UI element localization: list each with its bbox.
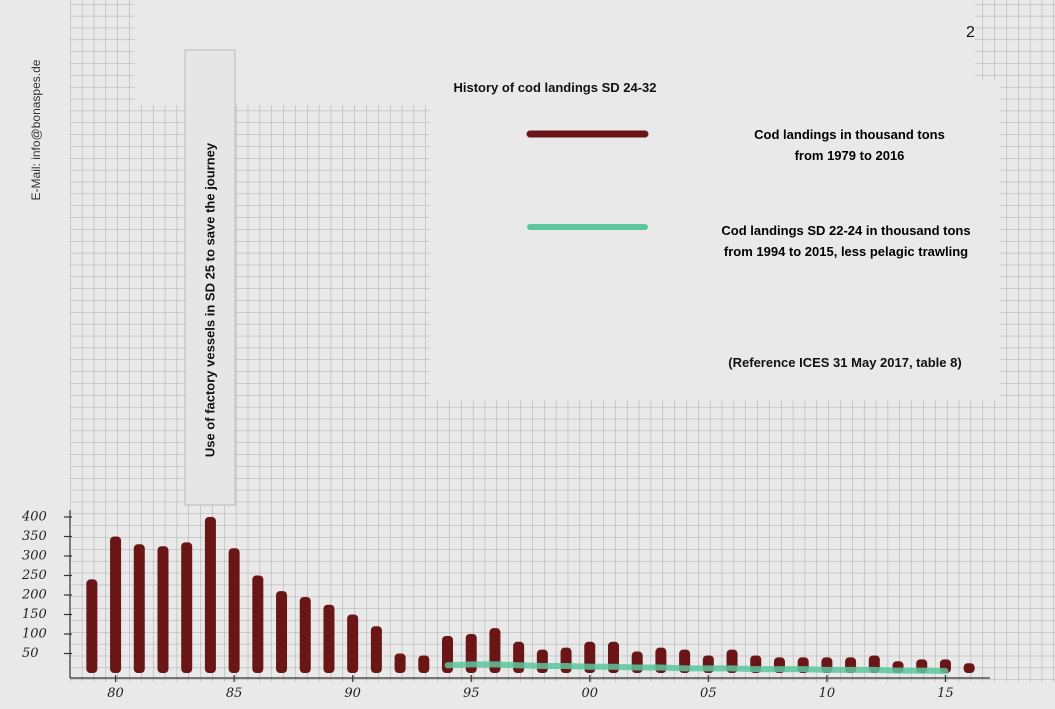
legend-entry: Cod landings SD 22-24 in thousand tons f… <box>712 220 980 262</box>
y-tick-label: 350 <box>22 529 47 544</box>
bar <box>418 655 429 673</box>
bar <box>395 654 406 674</box>
bar <box>252 576 263 674</box>
y-tick-label: 100 <box>22 627 47 642</box>
y-tick-label: 200 <box>21 588 47 603</box>
bar <box>157 546 168 673</box>
bar <box>86 579 97 673</box>
bar <box>964 663 975 673</box>
bar <box>537 650 548 673</box>
bar <box>110 537 121 674</box>
page-number: 2 <box>966 24 975 42</box>
x-tick-label: 10 <box>819 686 836 701</box>
bar <box>300 597 311 673</box>
bar <box>205 517 216 673</box>
y-tick-label: 300 <box>22 549 47 564</box>
y-tick-label: 400 <box>21 510 47 525</box>
y-tick-label: 150 <box>22 607 47 622</box>
annotation: (Reference ICES 31 May 2017, table 8) <box>700 355 990 370</box>
x-tick-label: 80 <box>107 686 124 701</box>
x-tick-label: 95 <box>463 686 480 701</box>
bar <box>561 648 572 673</box>
bar <box>323 605 334 673</box>
bottom-margin <box>0 682 1055 709</box>
x-tick-label: 00 <box>582 686 599 701</box>
y-tick-label: 50 <box>22 646 39 661</box>
x-tick-label: 15 <box>937 686 954 701</box>
bar <box>347 615 358 674</box>
x-tick-label: 85 <box>226 686 243 701</box>
x-tick-label: 90 <box>344 686 361 701</box>
chart-title: History of cod landings SD 24-32 <box>430 80 680 95</box>
bar <box>276 591 287 673</box>
bar <box>134 544 145 673</box>
email: E-Mail: info@bonaspes.de <box>29 60 43 201</box>
bar <box>181 542 192 673</box>
annotation: Use of factory vessels in SD 25 to save … <box>203 143 218 457</box>
bar <box>229 548 240 673</box>
page: 501001502002503003504008085909500051015 … <box>0 0 1055 709</box>
legend-entry: Cod landings in thousand tons from 1979 … <box>742 124 957 166</box>
x-tick-label: 05 <box>700 686 717 701</box>
y-tick-label: 250 <box>21 568 47 583</box>
bar <box>371 626 382 673</box>
